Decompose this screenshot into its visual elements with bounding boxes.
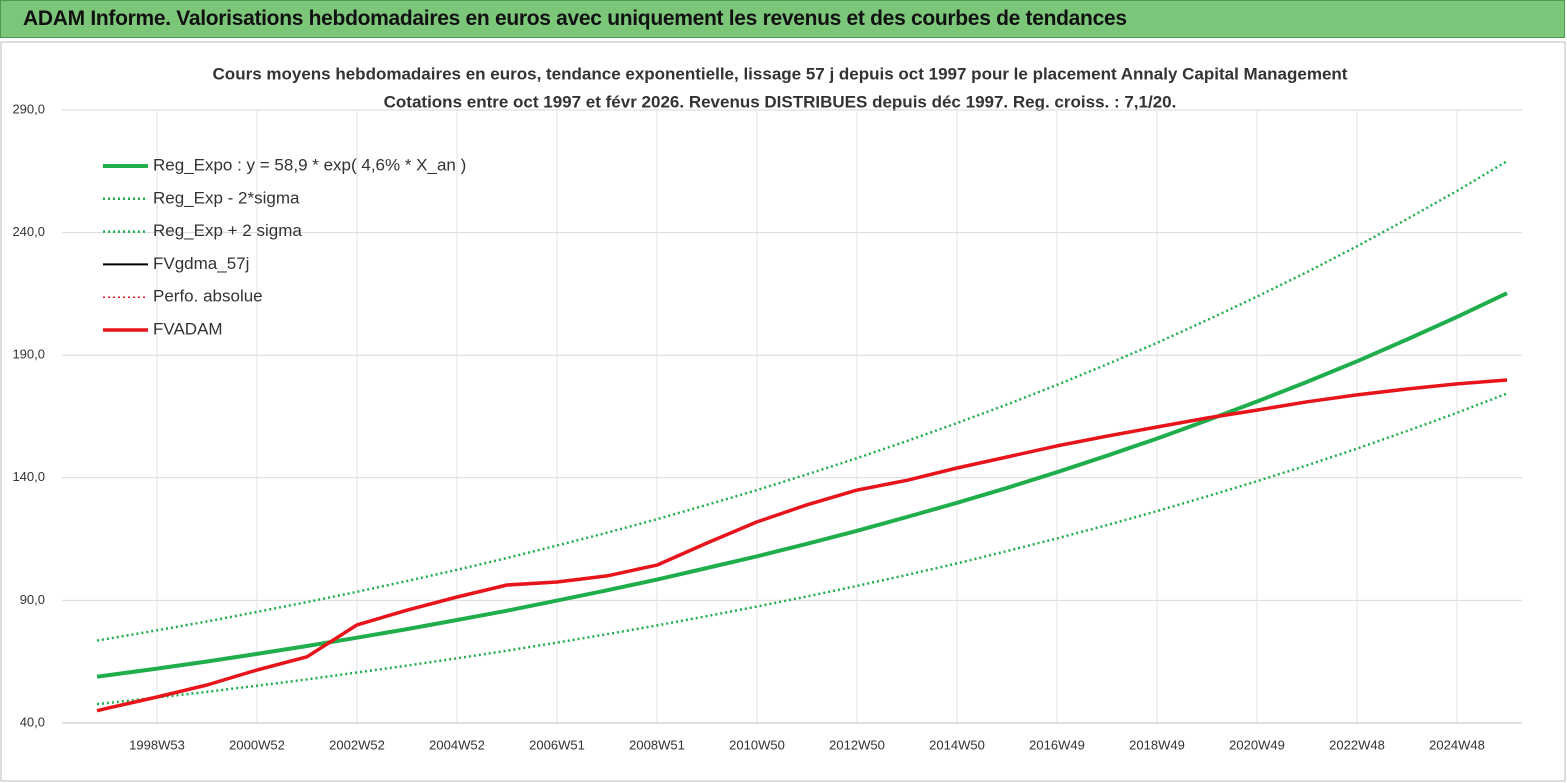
series-line (96, 291, 1508, 679)
series-line (96, 160, 1508, 642)
y-tick-label: 290,0 (12, 101, 45, 116)
chart-frame (0, 41, 1566, 782)
legend-label: Perfo. absolue (153, 287, 263, 306)
x-tick-label: 2004W52 (429, 737, 485, 752)
y-tick-label: 90,0 (20, 592, 45, 607)
x-tick-label: 2014W50 (929, 737, 985, 752)
series-line (96, 392, 1508, 706)
header-bar: ADAM Informe. Valorisations hebdomadaire… (0, 0, 1565, 38)
x-tick-label: 2010W50 (729, 737, 785, 752)
series-line (96, 378, 1508, 713)
chart: Cours moyens hebdomadaires en euros, ten… (0, 41, 1566, 782)
x-tick-label: 1998W53 (129, 737, 185, 752)
legend-label: FVADAM (153, 319, 223, 338)
y-tick-label: 40,0 (20, 714, 45, 729)
y-tick-label: 140,0 (12, 469, 45, 484)
legend-label: Reg_Expo : y = 58,9 * exp( 4,6% * X_an ) (153, 155, 466, 174)
x-tick-label: 2006W51 (529, 737, 585, 752)
x-tick-label: 2008W51 (629, 737, 685, 752)
x-tick-label: 2022W48 (1329, 737, 1385, 752)
x-tick-label: 2000W52 (229, 737, 285, 752)
legend-label: Reg_Exp - 2*sigma (153, 188, 300, 207)
x-tick-label: 2024W48 (1429, 737, 1485, 752)
x-tick-label: 2018W49 (1129, 737, 1185, 752)
chart-title: Cours moyens hebdomadaires en euros, ten… (213, 64, 1348, 83)
y-tick-label: 240,0 (12, 224, 45, 239)
x-tick-label: 2016W49 (1029, 737, 1085, 752)
x-tick-label: 2020W49 (1229, 737, 1285, 752)
x-tick-label: 2012W50 (829, 737, 885, 752)
y-tick-label: 190,0 (12, 347, 45, 362)
legend-label: FVgdma_57j (153, 254, 249, 273)
x-tick-label: 2002W52 (329, 737, 385, 752)
legend-label: Reg_Exp + 2 sigma (153, 221, 302, 240)
header-title: ADAM Informe. Valorisations hebdomadaire… (23, 7, 1127, 30)
chart-subtitle: Cotations entre oct 1997 et févr 2026. R… (384, 92, 1177, 111)
